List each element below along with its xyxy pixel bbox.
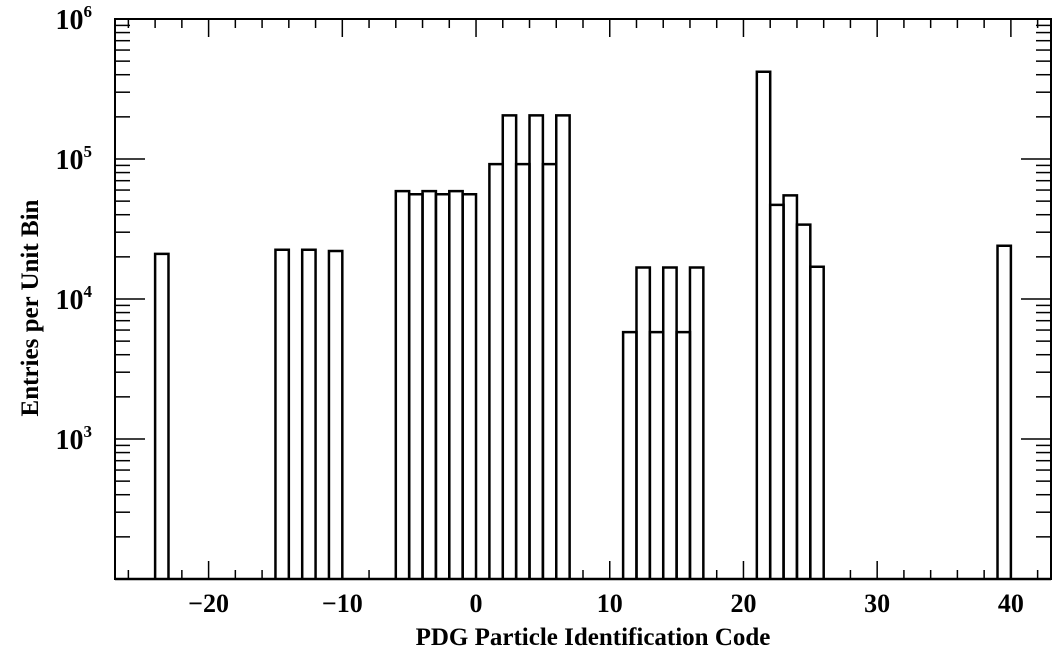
histogram-bin — [675, 330, 692, 579]
plot-frame — [114, 18, 1052, 580]
histogram-bin — [153, 252, 170, 579]
x-tick-label: −20 — [188, 589, 229, 618]
y-tick-base: 10 — [56, 145, 84, 176]
x-tick-label: 40 — [998, 589, 1024, 618]
histogram-bin — [448, 189, 464, 579]
histogram-bin — [461, 193, 478, 579]
x-axis-title: PDG Particle Identification Code — [416, 624, 771, 651]
histogram-bin — [996, 244, 1013, 579]
histogram-bin — [755, 70, 772, 579]
histogram-bars — [115, 70, 1051, 581]
histogram-bin — [782, 194, 799, 579]
histogram-bin — [501, 114, 518, 579]
x-tick-label: 0 — [470, 589, 483, 618]
x-tick-label: 20 — [730, 589, 756, 618]
histogram-bin — [514, 162, 531, 579]
y-tick-base: 10 — [56, 285, 84, 316]
y-tick-label: 105 — [56, 142, 93, 176]
y-tick-label: 103 — [56, 422, 93, 456]
x-tick-label: 30 — [864, 589, 890, 618]
y-tick-exponent: 4 — [84, 282, 93, 301]
histogram-bin — [528, 114, 545, 579]
histogram-bin — [768, 203, 785, 579]
histogram-bin — [541, 162, 558, 579]
y-tick-label: 104 — [56, 282, 93, 316]
y-tick-base: 10 — [56, 5, 84, 36]
histogram-bin — [488, 162, 505, 579]
histogram-bin — [809, 265, 825, 579]
histogram-bin — [621, 330, 638, 579]
y-tick-base: 10 — [56, 425, 84, 456]
y-tick-label: 106 — [56, 2, 93, 36]
histogram-bin — [661, 266, 678, 579]
histogram-bin — [434, 193, 451, 579]
histogram-bin — [407, 193, 424, 579]
histogram-bin — [795, 223, 812, 579]
y-tick-exponent: 5 — [84, 142, 93, 161]
x-tick-label: 10 — [597, 589, 623, 618]
histogram-bin — [635, 266, 652, 579]
x-tick-label: −10 — [322, 589, 363, 618]
y-axis-title: Entries per Unit Bin — [17, 199, 44, 416]
histogram-bin — [555, 114, 571, 579]
histogram-bin — [648, 330, 665, 579]
axis-ticks — [115, 19, 1051, 580]
y-tick-exponent: 6 — [84, 2, 93, 21]
y-tick-exponent: 3 — [84, 422, 93, 441]
histogram-bin — [274, 248, 291, 579]
histogram-bin — [421, 189, 438, 579]
histogram-bin — [688, 266, 705, 579]
histogram-bin — [300, 248, 317, 579]
histogram-bin — [394, 189, 411, 579]
histogram-bin — [327, 249, 344, 579]
